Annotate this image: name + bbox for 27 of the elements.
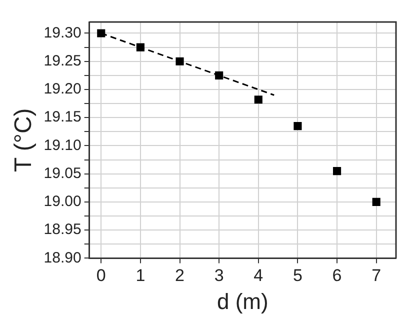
point — [97, 29, 106, 38]
point — [136, 43, 144, 52]
point — [176, 57, 184, 66]
x-tick-label: 0 — [96, 266, 106, 286]
y-tick-label: 19.05 — [44, 164, 82, 182]
x-tick-label: 6 — [332, 266, 342, 286]
point — [215, 71, 224, 80]
point — [332, 166, 342, 176]
y-tick-label: 19.15 — [44, 108, 82, 126]
y-tick-label: 19.10 — [44, 136, 82, 154]
y-tick-label: 19.20 — [44, 80, 82, 98]
x-tick-label: 1 — [136, 266, 146, 286]
x-tick-label: 3 — [214, 266, 224, 286]
x-tick-label: 5 — [292, 266, 302, 286]
x-axis-title: d (m) — [217, 288, 268, 314]
x-tick-label: 7 — [372, 266, 382, 286]
y-tick-label: 18.90 — [44, 249, 82, 266]
y-tick-label: 19.30 — [44, 24, 82, 42]
y-axis-title: T (°C) — [10, 108, 38, 172]
x-tick-label: 2 — [175, 266, 184, 286]
y-tick-label: 19.25 — [44, 52, 82, 70]
x-tick-label: 4 — [254, 266, 264, 286]
point — [254, 96, 262, 104]
y-tick-label: 18.95 — [44, 221, 82, 238]
point — [372, 198, 380, 206]
point — [294, 122, 302, 130]
y-tick-label: 19.00 — [44, 193, 82, 210]
